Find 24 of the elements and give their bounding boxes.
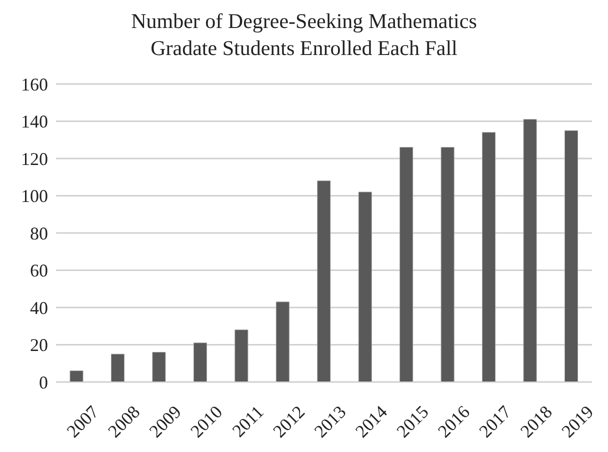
bar (440, 147, 454, 382)
chart-title: Number of Degree-Seeking Mathematics Gradate Students Enrolled Each Fall (130, 8, 478, 62)
y-tick-label: 160 (21, 74, 48, 94)
y-tick-label: 20 (30, 335, 48, 356)
bar (70, 370, 84, 382)
bar (234, 330, 248, 382)
bar (400, 147, 414, 382)
y-tick-label: 0 (39, 372, 48, 392)
bar (482, 132, 496, 382)
bar (276, 302, 290, 382)
y-tick-label: 80 (30, 223, 48, 244)
x-tick-label: 2011 (228, 402, 268, 441)
bar (564, 130, 578, 382)
y-tick-label: 120 (21, 148, 48, 169)
bar (110, 354, 124, 382)
y-tick-label: 100 (21, 186, 48, 206)
y-tick-label: 60 (30, 260, 48, 281)
y-tick-label: 140 (21, 112, 48, 132)
bar (193, 342, 207, 382)
bar (358, 192, 372, 382)
bar (152, 352, 166, 382)
bar (523, 119, 537, 382)
y-tick-label: 40 (30, 298, 48, 318)
bar (317, 180, 331, 382)
